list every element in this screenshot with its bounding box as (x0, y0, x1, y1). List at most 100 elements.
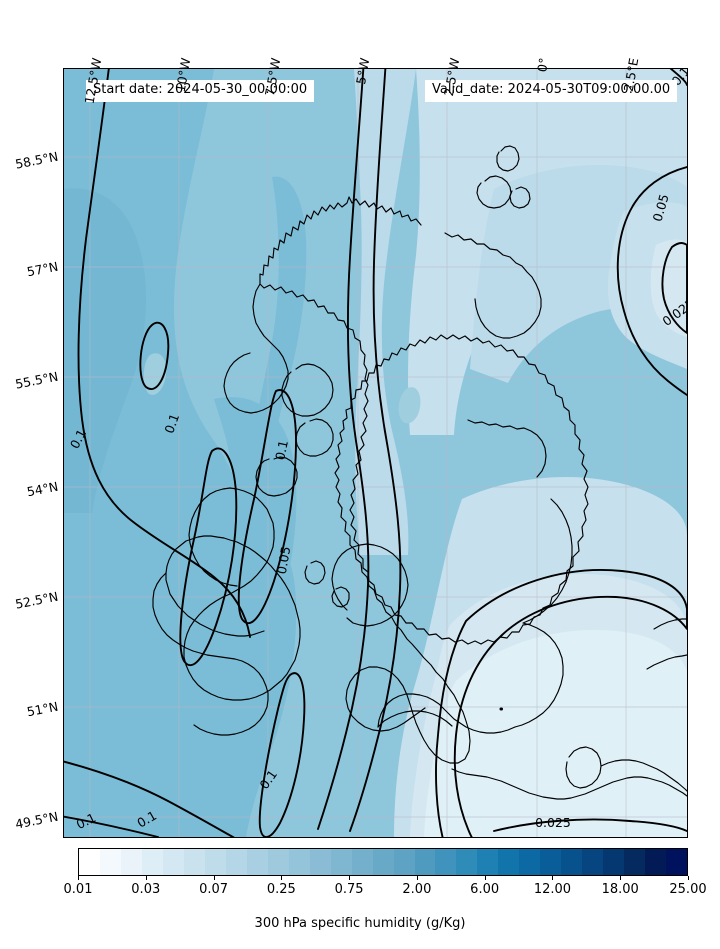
coastline-skye (281, 363, 334, 417)
band-dry-ne-inner (650, 239, 687, 337)
colorbar-swatch (141, 849, 163, 875)
colorbar-tick-label: 18.00 (601, 882, 639, 897)
coastline-lowlands (653, 618, 687, 630)
colorbar-swatch (330, 849, 352, 875)
coastlines (152, 145, 687, 800)
colorbar-swatch (477, 849, 499, 875)
contour-0p1-bottomleft-a (64, 760, 235, 837)
colorbar-swatch (414, 849, 436, 875)
colorbar-swatch (666, 849, 688, 875)
contour-0p1-bottomleft-b (64, 815, 159, 837)
colorbar-swatch (225, 849, 247, 875)
coastline-moray-firth (444, 232, 542, 339)
start-date-banner: Start date: 2024-05-30_00:00:00 (86, 80, 315, 102)
colorbar-tickmark (552, 876, 554, 880)
colorbar-swatch (456, 849, 478, 875)
coastline-great-britain (259, 196, 589, 764)
band-patch-b (398, 387, 421, 424)
colorbar-swatch (351, 849, 373, 875)
contour-lines (64, 69, 687, 837)
band-dry-eastscotland (354, 69, 416, 555)
contour-0p1-topright (669, 69, 687, 86)
colorbar-swatch (246, 849, 268, 875)
colorbar-tickmark (145, 876, 147, 880)
coastline-east-england (514, 498, 573, 728)
y-tick-label: 54°N (25, 478, 60, 500)
contour-label: 0.1 (161, 412, 182, 436)
coastline-orkney-isle2 (509, 186, 531, 209)
colorbar-tick-label: 0.07 (199, 882, 229, 897)
contour-0p1-main-spine (317, 69, 370, 830)
colorbar-tickmark (416, 876, 418, 880)
colorbar-tick-label: 0.03 (131, 882, 161, 897)
colorbar-swatch (540, 849, 562, 875)
colorbar-swatch (561, 849, 583, 875)
colorbar-tickmark (620, 876, 622, 880)
colorbar-swatch (204, 849, 226, 875)
x-tick-label: 0° (534, 56, 552, 74)
colorbar-swatch (393, 849, 415, 875)
contour-label: 0.05 (650, 192, 672, 223)
colorbar-swatch (645, 849, 667, 875)
colorbar-swatch (372, 849, 394, 875)
y-tick-label: 51°N (25, 698, 60, 720)
colorbar-tick-label: 0.01 (63, 882, 93, 897)
y-tick-label: 49.5°N (13, 808, 60, 832)
contour-0p1-hebrides (237, 389, 297, 625)
map-svg: 0.1 0.1 0.1 0.05 0.1 0.1 0.1 0.025 0.05 … (64, 69, 687, 837)
band-patch-a (143, 353, 167, 395)
contour-0p05-spine (349, 69, 402, 832)
colorbar-swatch (309, 849, 331, 875)
colorbar-tick-label: 2.00 (402, 882, 432, 897)
colorbar-tickmark (281, 876, 283, 880)
contour-0p1-irishsea (179, 447, 238, 667)
colorbar[interactable] (78, 848, 688, 876)
band-dry-northsea (408, 69, 687, 435)
colorbar-swatch (99, 849, 121, 875)
contour-0p025-south-tail (493, 818, 687, 832)
humidity-shading (64, 69, 687, 837)
coastline-anglesey (331, 586, 350, 608)
contour-0p025-ne (661, 242, 687, 334)
colorbar-tick-label: 6.00 (470, 882, 500, 897)
coastline-france-cotentin (565, 746, 602, 789)
contour-label: 0.05 (274, 545, 294, 575)
coastline-outer-hebrides (223, 283, 289, 414)
contour-label: 0.025 (535, 815, 571, 830)
colorbar-tickmark (78, 876, 79, 880)
coastline-firth-of-forth (467, 419, 547, 478)
coastline-ireland-west (152, 572, 269, 736)
valid-date-banner: Valid_date: 2024-05-30T09:00:00.00 (425, 80, 678, 102)
coastline-orkney (476, 175, 512, 209)
colorbar-tickmark (688, 876, 689, 880)
contour-label: 0.1 (272, 439, 291, 462)
contour-0p1-loop-west (139, 321, 170, 390)
colorbar-swatch (498, 849, 520, 875)
colorbar-swatch (267, 849, 289, 875)
coastline-france-normandy (600, 759, 687, 792)
colorbar-tick-label: 12.00 (533, 882, 572, 897)
map-axes[interactable]: 0.1 0.1 0.1 0.05 0.1 0.1 0.1 0.025 0.05 … (63, 68, 688, 838)
colorbar-tickmark (349, 876, 351, 880)
colorbar-label: 300 hPa specific humidity (g/Kg) (254, 916, 466, 931)
colorbar-swatch (288, 849, 310, 875)
band-moist-scotland-west (244, 176, 307, 483)
colorbar-swatch (162, 849, 184, 875)
colorbar-tickmark (484, 876, 486, 880)
colorbar-tickmark (213, 876, 215, 880)
coastline-islay-jura (255, 456, 298, 497)
colorbar-swatch (582, 849, 604, 875)
y-tick-label: 57°N (25, 258, 60, 280)
coastline-isle-of-man (304, 560, 326, 585)
colorbar-swatch (519, 849, 541, 875)
colorbar-tick-label: 0.25 (266, 882, 296, 897)
y-tick-label: 52.5°N (13, 588, 60, 612)
coastline-ireland (165, 487, 301, 701)
band-moist-wales-sea (218, 537, 297, 837)
y-tick-label: 55.5°N (13, 368, 60, 392)
colorbar-swatch (79, 849, 100, 875)
colorbar-tick-label: 25.00 (669, 882, 707, 897)
coastline-france-north (451, 768, 687, 800)
coastline-south-england (377, 693, 516, 734)
